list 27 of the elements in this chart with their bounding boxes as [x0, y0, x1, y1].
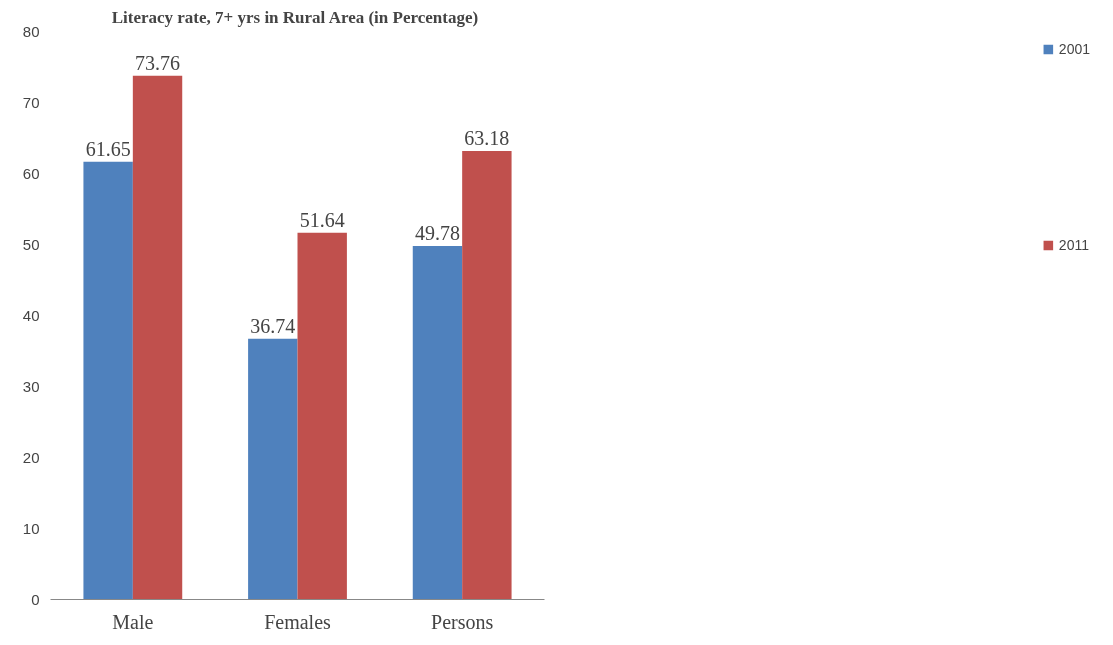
bar — [83, 161, 133, 600]
data-label: 36.74 — [250, 314, 296, 337]
y-tick-label: 0 — [31, 590, 40, 608]
data-label: 51.64 — [299, 208, 345, 231]
chart-title: Literacy rate, 7+ yrs in Rural Area (in Percentage) — [111, 7, 479, 27]
y-tick-label: 50 — [22, 235, 40, 253]
data-label: 49.78 — [414, 222, 460, 245]
bar — [297, 232, 347, 600]
legend-label: 2011 — [1058, 237, 1089, 253]
x-tick-label: Females — [264, 610, 332, 633]
bar — [248, 338, 298, 600]
y-tick-label: 40 — [22, 306, 40, 324]
y-tick-label: 60 — [22, 164, 40, 182]
bar — [462, 150, 512, 600]
data-label: 73.76 — [135, 51, 181, 74]
y-tick-label: 20 — [22, 448, 40, 466]
x-tick-label: Persons — [431, 610, 494, 633]
bar — [132, 75, 183, 600]
bar — [412, 246, 463, 600]
legend-label: 2001 — [1058, 41, 1090, 57]
y-tick-label: 30 — [22, 377, 40, 395]
y-tick-label: 80 — [22, 22, 40, 40]
data-label: 61.65 — [85, 137, 131, 160]
x-tick-label: Male — [112, 610, 154, 633]
y-tick-label: 10 — [22, 519, 40, 537]
data-label: 63.18 — [464, 126, 510, 149]
y-tick-label: 70 — [22, 93, 40, 111]
